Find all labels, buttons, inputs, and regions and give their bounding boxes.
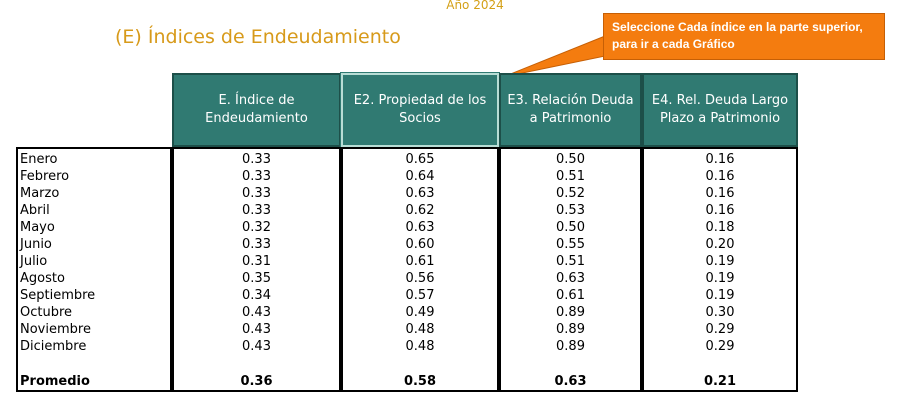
month-label: Julio	[20, 254, 48, 269]
value-cell: 0.61	[405, 254, 435, 269]
value-cell: 0.48	[405, 322, 435, 337]
value-cell: 0.65	[405, 152, 435, 167]
value-cell: 0.33	[242, 152, 271, 167]
header-endeudamiento[interactable]: E. Índice de Endeudamiento	[172, 73, 341, 147]
value-cell: 0.51	[556, 254, 585, 269]
month-label: Octubre	[20, 305, 73, 320]
value-cell: 0.31	[242, 254, 271, 269]
average-value: 0.58	[403, 374, 437, 389]
header-label: E3. Relación Deuda a Patrimonio	[507, 93, 634, 126]
average-value: 0.63	[554, 374, 587, 389]
value-cell: 0.60	[405, 237, 435, 252]
value-cell: 0.52	[556, 186, 585, 201]
value-cell: 0.61	[556, 288, 585, 303]
value-cell: 0.89	[556, 305, 585, 320]
value-cell: 0.20	[705, 237, 735, 252]
value-cell: 0.64	[405, 169, 435, 184]
month-label: Septiembre	[20, 288, 96, 303]
value-cell: 0.19	[705, 254, 735, 269]
value-cell: 0.62	[405, 203, 435, 218]
instruction-callout: Seleccione Cada índice en la parte super…	[603, 13, 885, 60]
value-cell: 0.89	[556, 339, 585, 354]
header-label: E4. Rel. Deuda Largo Plazo a Patrimonio	[651, 93, 789, 126]
value-cell: 0.16	[705, 203, 735, 218]
value-cell: 0.51	[556, 169, 585, 184]
value-cell: 0.33	[242, 237, 271, 252]
page-title: (E) Índices de Endeudamiento	[115, 26, 401, 48]
month-label: Marzo	[20, 186, 60, 201]
month-label: Febrero	[20, 169, 70, 184]
year-label: Año 2024	[446, 0, 504, 12]
propiedad-socios-column	[341, 147, 499, 392]
value-cell: 0.50	[556, 152, 585, 167]
value-cell: 0.49	[405, 305, 435, 320]
month-label: Abril	[20, 203, 50, 218]
value-cell: 0.33	[242, 203, 271, 218]
value-cell: 0.16	[705, 152, 735, 167]
month-label: Junio	[20, 237, 52, 252]
month-label: Enero	[20, 152, 58, 167]
value-cell: 0.18	[705, 220, 735, 235]
month-column	[16, 147, 172, 392]
value-cell: 0.32	[242, 220, 271, 235]
callout-line-2: para ir a cada Gráfico	[612, 37, 735, 51]
header-label: E2. Propiedad de los Socios	[353, 93, 487, 126]
header-deuda-largo-plazo[interactable]: E4. Rel. Deuda Largo Plazo a Patrimonio	[642, 73, 798, 147]
value-cell: 0.89	[556, 322, 585, 337]
value-cell: 0.29	[705, 322, 735, 337]
value-cell: 0.53	[556, 203, 585, 218]
endeudamiento-column	[172, 147, 341, 392]
callout-line-1: Seleccione Cada índice en la parte super…	[612, 20, 863, 34]
average-value: 0.21	[703, 374, 737, 389]
value-cell: 0.43	[242, 339, 271, 354]
deuda-patrimonio-column	[499, 147, 642, 392]
value-cell: 0.55	[556, 237, 585, 252]
value-cell: 0.48	[405, 339, 435, 354]
header-deuda-patrimonio[interactable]: E3. Relación Deuda a Patrimonio	[499, 73, 642, 147]
value-cell: 0.34	[242, 288, 271, 303]
value-cell: 0.29	[705, 339, 735, 354]
month-label: Noviembre	[20, 322, 91, 337]
value-cell: 0.63	[405, 186, 435, 201]
value-cell: 0.35	[242, 271, 271, 286]
value-cell: 0.43	[242, 305, 271, 320]
value-cell: 0.33	[242, 169, 271, 184]
value-cell: 0.57	[405, 288, 435, 303]
header-label: E. Índice de Endeudamiento	[205, 93, 308, 126]
value-cell: 0.43	[242, 322, 271, 337]
value-cell: 0.50	[556, 220, 585, 235]
value-cell: 0.33	[242, 186, 271, 201]
average-value: 0.36	[240, 374, 273, 389]
month-label: Mayo	[20, 220, 55, 235]
value-cell: 0.63	[556, 271, 585, 286]
value-cell: 0.16	[705, 169, 735, 184]
month-label: Agosto	[20, 271, 65, 286]
value-cell: 0.56	[405, 271, 435, 286]
value-cell: 0.63	[405, 220, 435, 235]
header-propiedad-socios[interactable]: E2. Propiedad de los Socios	[340, 72, 500, 148]
month-label: Diciembre	[20, 339, 87, 354]
value-cell: 0.19	[705, 288, 735, 303]
deuda-largo-plazo-column	[642, 147, 798, 392]
value-cell: 0.30	[705, 305, 735, 320]
average-label: Promedio	[20, 374, 90, 389]
value-cell: 0.16	[705, 186, 735, 201]
value-cell: 0.19	[705, 271, 735, 286]
